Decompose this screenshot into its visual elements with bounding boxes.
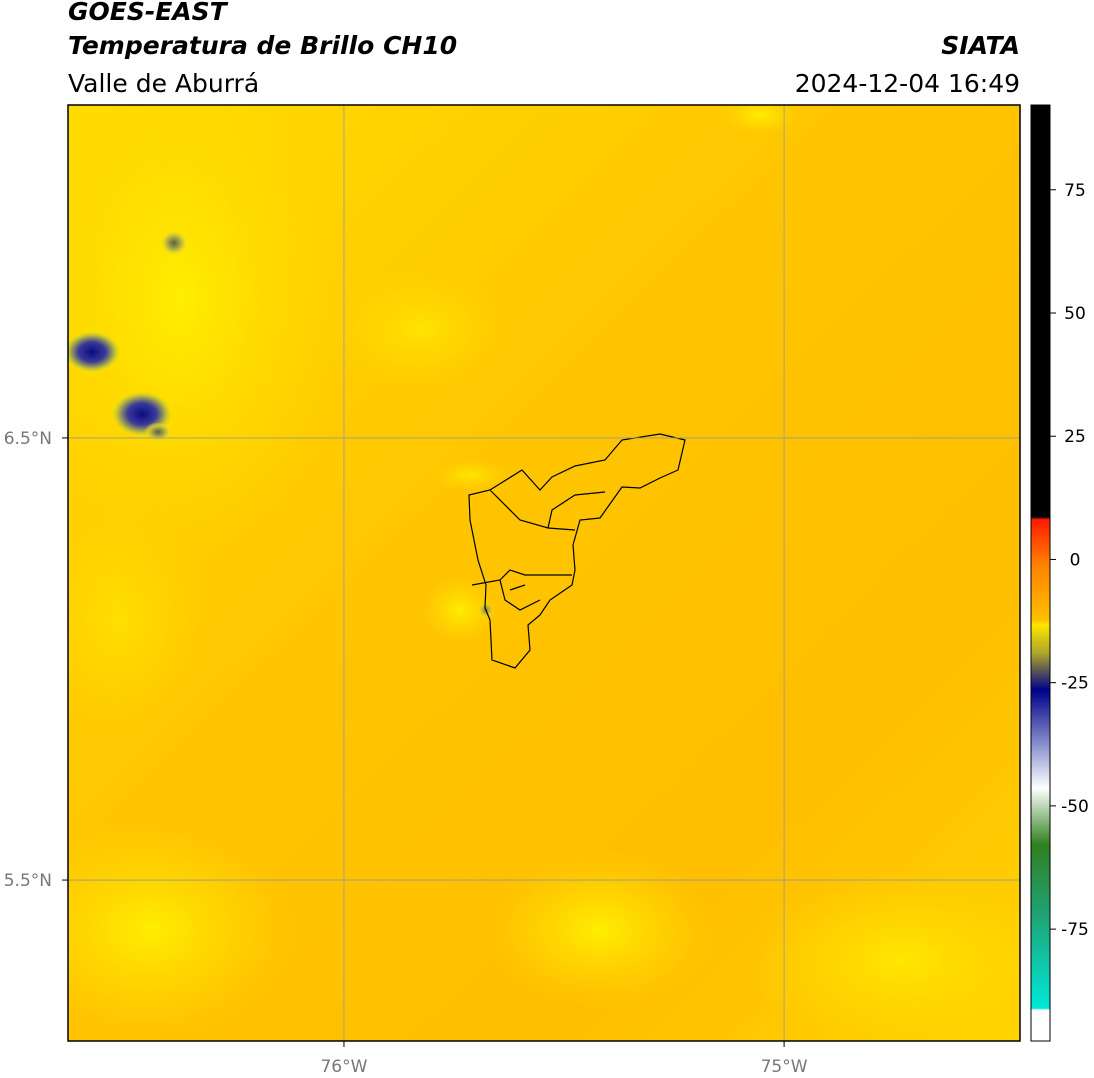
- municipal-boundaries: [468, 433, 686, 669]
- region: Valle de Aburrá: [68, 69, 259, 98]
- colorbar-tick-label: -25: [1061, 674, 1089, 694]
- colorbar-tick-label: 75: [1064, 181, 1086, 201]
- colorbar-tick-label: 0: [1070, 550, 1081, 570]
- colorbar: [1030, 104, 1051, 1042]
- lon-label: 75°W: [761, 1057, 808, 1077]
- colorbar-tick-label: 25: [1064, 427, 1086, 447]
- datetime: 2024-12-04 16:49: [795, 69, 1020, 98]
- map-field: [68, 105, 1020, 1041]
- lon-label: 76°W: [320, 1057, 367, 1077]
- colorbar-tick-label: -75: [1061, 920, 1089, 940]
- title: GOES-EAST: [68, 0, 229, 26]
- colorbar-tick-label: -50: [1061, 797, 1089, 817]
- colorbar-tick-label: 50: [1064, 304, 1086, 324]
- subtitle: Temperatura de Brillo CH10: [68, 31, 457, 60]
- map-frame: [67, 104, 1021, 1042]
- lat-label: 6.5°N: [4, 429, 52, 449]
- source: SIATA: [941, 31, 1020, 60]
- lat-label: 5.5°N: [4, 871, 52, 891]
